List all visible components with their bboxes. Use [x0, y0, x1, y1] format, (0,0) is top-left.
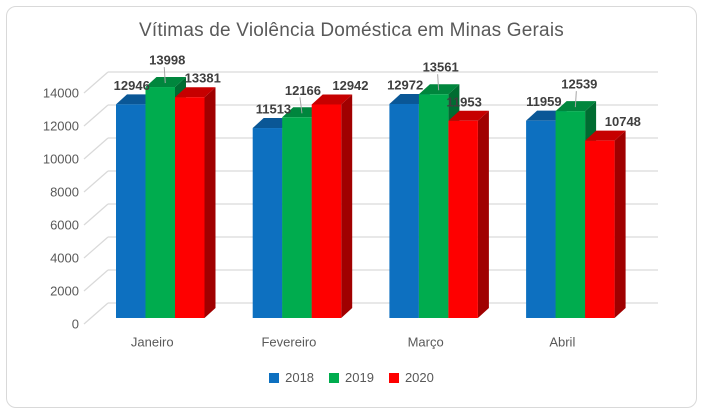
bar-2020-Fevereiro[interactable]	[311, 94, 353, 318]
legend-label-2020: 2020	[404, 370, 434, 385]
data-label-2018-Fevereiro: 11513	[256, 102, 291, 117]
x-axis-label-abril: Abril	[549, 335, 575, 350]
data-label-leader-line	[437, 74, 440, 91]
data-label-leader-line	[163, 67, 166, 84]
x-axis-label-março: Março	[408, 335, 444, 350]
legend-label-2019: 2019	[345, 370, 374, 385]
data-label-2019-Abril: 12539	[561, 77, 597, 92]
data-label-2019-Março: 13561	[423, 60, 459, 75]
x-axis-label-fevereiro: Fevereiro	[261, 335, 316, 350]
bar-2020-Abril[interactable]	[585, 130, 626, 318]
data-label-leader-line	[299, 97, 303, 114]
y-axis-tick-label: 2000	[50, 284, 79, 299]
bar-2020-Janeiro[interactable]	[175, 87, 216, 318]
gridline-14000	[83, 71, 658, 94]
data-label-2020-Janeiro: 13381	[185, 71, 221, 86]
data-label-2020-Março: 11953	[446, 94, 481, 109]
x-axis-label-janeiro: Janeiro	[131, 335, 174, 350]
data-label-2018-Abril: 11959	[526, 94, 561, 109]
y-axis-tick-label: 12000	[43, 119, 79, 134]
legend-item-2019[interactable]: 2019	[329, 370, 374, 385]
legend: 2018 2019 2020	[0, 370, 703, 385]
y-axis-tick-label: 0	[72, 317, 79, 332]
data-label-2019-Fevereiro: 12166	[285, 83, 321, 98]
data-label-2020-Fevereiro: 12942	[332, 78, 368, 93]
data-label-2020-Abril: 10748	[605, 114, 641, 129]
data-label-2018-Março: 12972	[387, 77, 423, 92]
y-axis-tick-label: 4000	[50, 251, 79, 266]
data-label-2019-Janeiro: 13998	[149, 53, 185, 68]
y-axis-tick-label: 14000	[43, 86, 79, 101]
chart-title: Vítimas de Violência Doméstica em Minas …	[139, 20, 564, 41]
data-label-2018-Janeiro: 12946	[114, 78, 150, 93]
y-axis-tick-label: 8000	[50, 185, 79, 200]
legend-swatch-2019	[329, 372, 340, 383]
legend-swatch-2018	[269, 372, 280, 383]
y-axis-tick-label: 6000	[50, 218, 79, 233]
y-axis-tick-label: 10000	[43, 152, 79, 167]
data-label-leader-line	[574, 91, 577, 108]
legend-swatch-2020	[388, 372, 399, 383]
legend-item-2020[interactable]: 2020	[388, 370, 434, 385]
legend-item-2018[interactable]: 2018	[269, 370, 314, 385]
legend-label-2018: 2018	[285, 370, 315, 385]
bar-2020-Março[interactable]	[448, 110, 489, 318]
